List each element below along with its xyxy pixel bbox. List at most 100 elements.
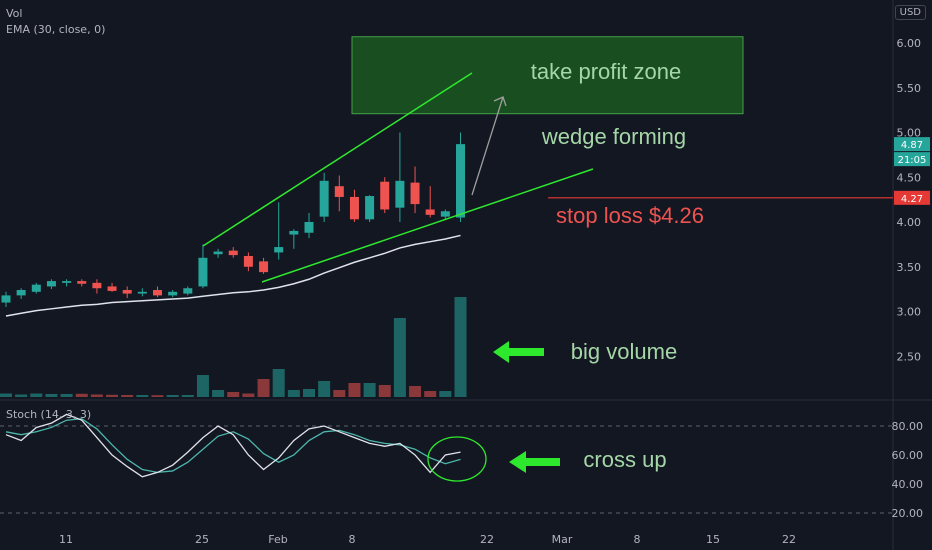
x-tick-label: 22: [480, 533, 494, 546]
big-volume-label: big volume: [571, 339, 677, 364]
volume-bar: [348, 383, 361, 397]
volume-arrow-shaft: [506, 348, 544, 356]
wedge-label: wedge forming: [541, 124, 686, 149]
volume-bar: [75, 393, 88, 397]
candle-body: [395, 180, 405, 208]
candle-body: [107, 286, 117, 291]
candle-body: [198, 257, 208, 287]
volume-bar: [30, 393, 43, 397]
candle-body: [228, 250, 238, 256]
volume-bar: [136, 395, 149, 397]
stoch-tick-label: 40.00: [892, 478, 924, 491]
candle-body: [153, 290, 162, 296]
stoch-tick-label: 80.00: [892, 420, 924, 433]
x-tick-label: 15: [706, 533, 720, 546]
candle-body: [31, 284, 41, 292]
candle-body: [456, 144, 465, 218]
candle-body: [1, 295, 11, 303]
candle-body: [319, 180, 329, 217]
candle-body: [62, 281, 72, 283]
candle-body: [304, 222, 314, 233]
price-tick-label: 6.00: [897, 37, 922, 50]
candle-body: [410, 182, 420, 205]
cross-up-label: cross up: [583, 447, 666, 472]
volume-bar: [333, 390, 346, 397]
volume-bar: [257, 379, 270, 397]
stop-loss-label: stop loss $4.26: [556, 203, 704, 228]
countdown-badge: [894, 152, 930, 167]
candle-body: [122, 290, 132, 294]
cross-up-circle: [427, 436, 487, 482]
price-tick-label: 5.00: [897, 127, 922, 140]
price-tick-label: 2.50: [897, 350, 922, 363]
volume-bar: [409, 386, 422, 397]
candle-body: [365, 196, 375, 220]
candle-body: [274, 247, 284, 253]
volume-bar: [15, 394, 28, 397]
volume-bar: [454, 297, 467, 397]
ema-indicator-label[interactable]: EMA (30, close, 0): [6, 23, 106, 36]
currency-button[interactable]: USD: [894, 5, 926, 20]
candle-body: [289, 230, 299, 235]
volume-bar: [227, 392, 240, 397]
price-tick-label: 5.50: [897, 82, 922, 95]
volume-bar: [318, 381, 331, 397]
volume-bar: [439, 391, 452, 397]
stoch-k-line: [5, 413, 461, 478]
candle-body: [259, 261, 269, 273]
price-tick-label: 4.00: [897, 216, 922, 229]
volume-bar: [45, 394, 58, 397]
volume-bar: [90, 394, 103, 397]
volume-bar: [196, 375, 209, 397]
take-profit-label: take profit zone: [531, 59, 681, 84]
cross-up-arrow-head: [509, 451, 526, 473]
volume-bar: [166, 395, 179, 397]
target-arrow-head: [493, 96, 507, 107]
volume-bar: [272, 369, 285, 397]
stop-price-badge: [894, 190, 930, 205]
volume-bar: [303, 389, 315, 397]
x-tick-label: 8: [634, 533, 641, 546]
wedge-lower-line: [261, 168, 594, 283]
volume-bar: [242, 393, 255, 397]
candle-body: [243, 256, 253, 267]
candle-body: [168, 291, 178, 296]
candle-body: [334, 186, 344, 197]
candle-body: [77, 281, 87, 284]
stop-price-value: 4.27: [901, 194, 923, 205]
stoch-tick-label: 20.00: [892, 507, 924, 520]
candle-body: [213, 251, 223, 255]
candle-body: [183, 288, 193, 294]
countdown-value: 21:05: [898, 155, 927, 166]
volume-arrow-head: [493, 341, 509, 363]
candle-body: [46, 281, 56, 287]
volume-bar: [0, 393, 12, 397]
wedge-upper-line: [202, 72, 473, 247]
ema-line: [5, 234, 461, 317]
volume-bar: [106, 394, 119, 397]
candle-body: [349, 196, 359, 220]
price-tick-label: 3.00: [897, 306, 922, 319]
volume-bar: [121, 395, 134, 397]
x-tick-label: 8: [349, 533, 356, 546]
volume-indicator-label[interactable]: Vol: [6, 7, 23, 20]
last-price-value: 4.87: [901, 140, 923, 151]
candle-body: [137, 291, 147, 294]
candle-body: [425, 209, 435, 215]
x-tick-label: Mar: [552, 533, 573, 546]
x-tick-label: 11: [59, 533, 73, 546]
x-tick-label: 25: [195, 533, 209, 546]
volume-bar: [181, 395, 194, 397]
volume-bar: [378, 385, 391, 397]
volume-bar: [151, 395, 164, 397]
volume-bar: [212, 390, 225, 397]
cross-up-arrow-shaft: [524, 458, 560, 466]
volume-bar: [287, 390, 300, 397]
take-profit-zone: [351, 36, 744, 115]
volume-bar: [424, 391, 437, 397]
volume-bar: [363, 383, 376, 397]
stoch-indicator-label[interactable]: Stoch (14, 3, 3): [6, 408, 92, 421]
price-tick-label: 4.50: [897, 171, 922, 184]
